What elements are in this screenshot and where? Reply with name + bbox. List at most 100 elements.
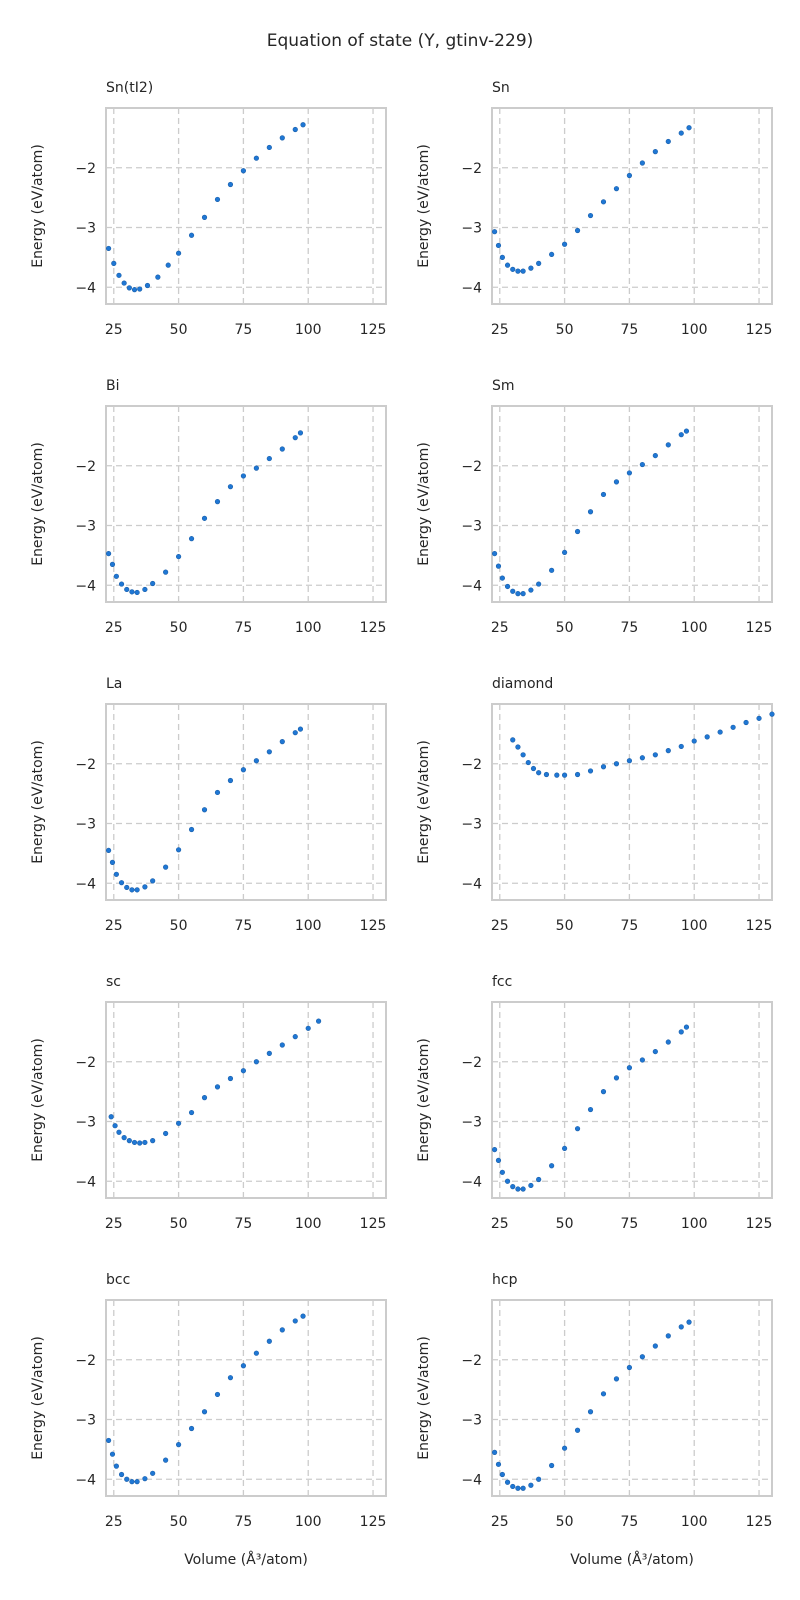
x-tick-label: 100 [681, 1216, 708, 1232]
data-point [561, 772, 568, 778]
data-point [717, 729, 723, 735]
data-point [549, 251, 555, 258]
data-point [292, 730, 298, 736]
data-point [201, 515, 208, 521]
data-point [730, 724, 736, 730]
data-point [587, 768, 594, 774]
data-point [528, 1482, 534, 1488]
panel-title: bcc [106, 1272, 130, 1288]
data-point [240, 168, 247, 174]
data-point [504, 1479, 511, 1485]
x-tick-label: 125 [746, 322, 773, 338]
data-point [126, 1138, 132, 1144]
data-point [292, 1318, 298, 1324]
data-point [691, 738, 697, 744]
data-point [188, 536, 195, 542]
eos-panel: Sn(tI2) 25 50 75 100 125 −4 −3 −2 Energy (eV/atom… [30, 80, 387, 338]
data-point [686, 125, 692, 131]
data-point [520, 1186, 526, 1192]
x-tick-label: 75 [234, 1216, 252, 1232]
data-point [175, 1442, 182, 1448]
data-point [118, 1471, 125, 1478]
plot-frame [105, 405, 387, 603]
data-point [155, 274, 161, 280]
data-point [142, 884, 148, 890]
data-point [201, 1409, 208, 1415]
data-point [240, 1363, 247, 1369]
data-point [549, 1462, 555, 1469]
data-point [305, 1025, 311, 1031]
data-point [515, 744, 521, 750]
data-point [188, 1109, 195, 1116]
data-point [510, 588, 516, 594]
x-tick-label: 25 [491, 918, 509, 934]
data-point [499, 1471, 505, 1478]
data-point [292, 126, 298, 133]
x-tick-label: 75 [234, 322, 252, 338]
y-tick-label: −2 [75, 1055, 96, 1071]
data-point [600, 764, 607, 770]
data-point [279, 446, 285, 452]
data-point [108, 1114, 114, 1120]
data-point [613, 761, 620, 767]
data-point [515, 1186, 521, 1192]
panel-grid: Sn(tI2) 25 50 75 100 125 −4 −3 −2 Energy (eV/atom… [30, 80, 775, 1568]
data-point [121, 1135, 127, 1141]
data-point [495, 1157, 502, 1163]
figure-title: Equation of state (Y, gtinv-229) [267, 31, 534, 51]
y-tick-label: −2 [461, 161, 482, 177]
data-point [175, 553, 182, 560]
x-tick-label: 50 [170, 918, 188, 934]
data-point [214, 1391, 221, 1398]
data-point [626, 1065, 633, 1071]
data-point [163, 864, 169, 870]
data-point [626, 470, 633, 476]
x-tick-label: 75 [234, 1514, 252, 1530]
data-point [536, 581, 542, 587]
plot-frame [105, 107, 387, 305]
data-point [504, 583, 511, 590]
data-point [124, 884, 130, 891]
data-point [214, 789, 221, 796]
data-point [600, 199, 607, 205]
x-tick-label: 125 [746, 1216, 773, 1232]
data-point [131, 287, 138, 293]
x-tick-label: 50 [556, 1514, 574, 1530]
plot-frame [491, 703, 773, 901]
data-point [504, 1178, 511, 1184]
data-point [116, 272, 122, 278]
data-point [536, 1476, 542, 1482]
x-tick-label: 75 [620, 1216, 638, 1232]
data-point [300, 122, 306, 128]
data-point [587, 1409, 594, 1415]
data-point [756, 715, 762, 721]
x-tick-label: 75 [620, 918, 638, 934]
data-point [491, 550, 498, 557]
data-point [163, 1457, 169, 1463]
data-point [113, 573, 119, 579]
data-point [652, 452, 658, 459]
panel-title: Sn [492, 80, 510, 96]
data-point [639, 755, 645, 761]
data-point [227, 1075, 234, 1082]
data-point [297, 726, 304, 732]
y-axis-label: Energy (eV/atom) [30, 740, 46, 864]
x-tick-label: 50 [556, 1216, 574, 1232]
y-tick-label: −2 [461, 757, 482, 773]
y-tick-label: −4 [75, 1174, 96, 1190]
panel-title: hcp [492, 1272, 518, 1288]
y-tick-label: −3 [461, 1115, 482, 1131]
data-point [574, 771, 581, 778]
data-point [495, 242, 502, 249]
data-point [665, 138, 671, 145]
eos-panel: bcc 25 50 75 100 125 −4 −3 −2 Energy (eV/atom) Vol… [30, 1272, 387, 1568]
data-point [165, 262, 171, 268]
data-point [626, 758, 633, 764]
data-point [574, 1126, 581, 1132]
data-point [214, 196, 221, 203]
y-tick-label: −3 [461, 817, 482, 833]
data-point [137, 1140, 143, 1146]
data-point [678, 1324, 684, 1330]
data-point [142, 1139, 148, 1146]
data-point [520, 268, 526, 274]
